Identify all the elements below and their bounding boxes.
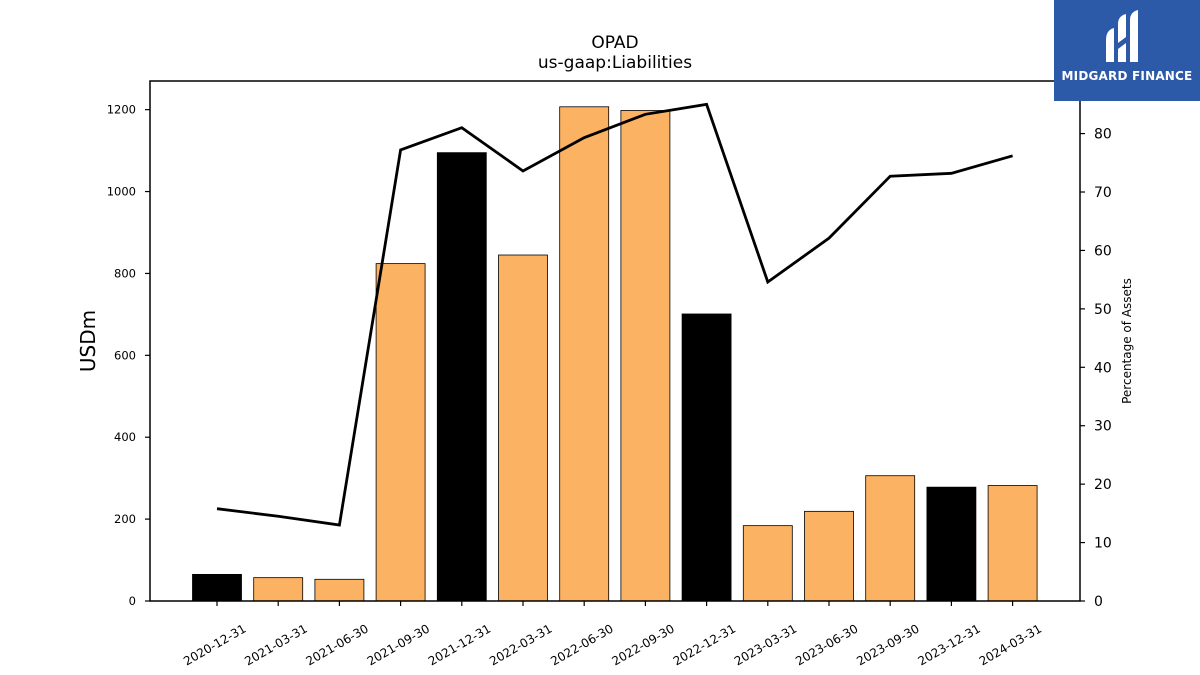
bar-2022-03-31 — [498, 254, 548, 602]
y-tick-label: 1200 — [107, 103, 136, 117]
y2-tick-label: 10 — [1094, 536, 1112, 552]
y2-tick-label: 20 — [1094, 477, 1112, 493]
bar-2021-12-31 — [436, 152, 487, 602]
brand-name: MIDGARD FINANCE — [1061, 69, 1193, 83]
y2-tick-label: 70 — [1094, 185, 1112, 201]
y2-axis-label: Percentage of Assets — [1120, 278, 1134, 404]
x-tick-label: 2022-09-30 — [609, 621, 676, 668]
bar-2020-12-31 — [192, 573, 242, 602]
bar-series — [192, 106, 1038, 602]
y-axis-ticks: 0 200 400 600 800 1000 1200 — [107, 103, 150, 608]
x-tick-label: 2023-12-31 — [915, 621, 982, 668]
chart-title: OPAD — [591, 33, 638, 53]
percentage-line — [216, 102, 1013, 527]
x-tick-label: 2023-09-30 — [854, 621, 921, 668]
y2-tick-label: 80 — [1094, 127, 1112, 143]
y-tick-label: 1000 — [107, 185, 136, 199]
x-tick-label: 2024-03-31 — [977, 621, 1044, 668]
x-tick-label: 2020-12-31 — [181, 621, 248, 668]
bar-2021-09-30 — [375, 263, 426, 602]
x-tick-label: 2021-09-30 — [365, 621, 432, 668]
y-tick-label: 600 — [114, 348, 136, 362]
x-tick-label: 2022-06-30 — [548, 621, 615, 668]
x-tick-label: 2023-03-31 — [732, 621, 799, 668]
percentage-line-series — [216, 102, 1013, 527]
x-tick-label: 2022-12-31 — [671, 621, 738, 668]
bar-2023-09-30 — [865, 475, 916, 602]
bar-2023-03-31 — [742, 525, 793, 602]
x-tick-label: 2021-12-31 — [426, 621, 493, 668]
chart-subtitle: us-gaap:Liabilities — [538, 53, 692, 73]
y-axis-label: USDm — [76, 310, 100, 372]
y-tick-label: 400 — [114, 430, 136, 444]
bar-2023-06-30 — [804, 510, 854, 602]
bar-2022-12-31 — [681, 313, 732, 602]
y-tick-label: 200 — [114, 512, 136, 526]
x-axis-ticks: 2020-12-312021-03-312021-06-302021-09-30… — [181, 601, 1044, 668]
y2-tick-label: 40 — [1094, 360, 1112, 376]
x-tick-label: 2023-06-30 — [793, 621, 860, 668]
x-tick-label: 2021-03-31 — [242, 621, 309, 668]
y2-tick-label: 30 — [1094, 419, 1112, 435]
bar-2024-03-31 — [987, 485, 1038, 602]
y-tick-label: 0 — [129, 594, 136, 608]
midgard-logo-icon — [1106, 10, 1138, 62]
y2-tick-label: 60 — [1094, 243, 1112, 259]
bar-2023-12-31 — [926, 486, 977, 602]
x-tick-label: 2022-03-31 — [487, 621, 554, 668]
y-tick-label: 800 — [114, 266, 136, 280]
plot-frame — [149, 80, 1081, 602]
y2-axis-ticks: 0 10 20 30 40 50 60 70 80 — [1080, 127, 1112, 610]
y2-tick-label: 0 — [1094, 594, 1103, 610]
bar-2021-06-30 — [314, 578, 365, 602]
bar-2022-09-30 — [620, 110, 671, 602]
bar-2022-06-30 — [559, 106, 610, 602]
y2-tick-label: 50 — [1094, 302, 1112, 318]
brand-logo: MIDGARD FINANCE — [1054, 0, 1200, 101]
x-tick-label: 2021-06-30 — [303, 621, 370, 668]
bar-2021-03-31 — [253, 577, 304, 602]
